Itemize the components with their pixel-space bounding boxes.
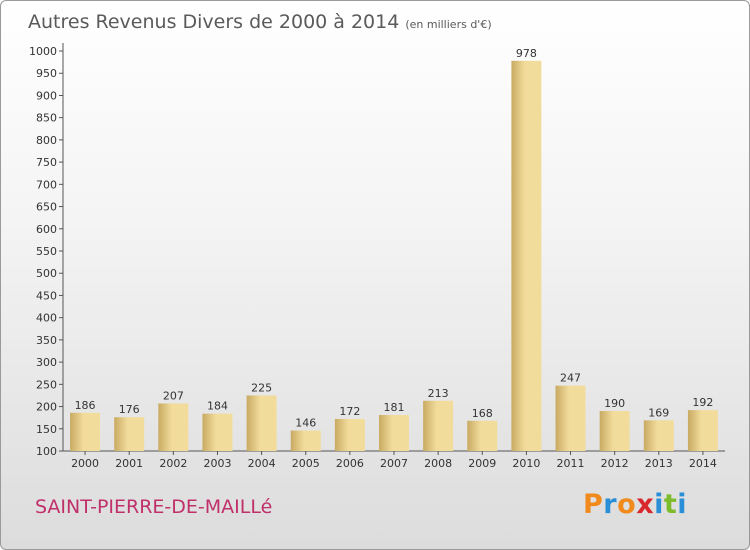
y-tick-label: 1000	[29, 45, 57, 58]
y-tick-label: 750	[36, 156, 57, 169]
x-tick-label: 2001	[115, 457, 143, 470]
y-tick-label: 550	[36, 245, 57, 258]
chart-title: Autres Revenus Divers de 2000 à 2014 (en …	[28, 11, 492, 33]
y-tick-label: 250	[36, 378, 57, 391]
bar-value-label: 207	[163, 389, 184, 402]
bar	[467, 420, 498, 451]
x-tick-label: 2012	[601, 457, 629, 470]
y-tick-label: 350	[36, 334, 57, 347]
bar	[70, 412, 101, 451]
logo-letter: i	[677, 489, 688, 520]
y-tick-label: 800	[36, 134, 57, 147]
x-tick-label: 2011	[557, 457, 585, 470]
bar	[643, 420, 674, 451]
logo-letter: r	[603, 489, 618, 520]
bar-value-label: 213	[428, 387, 449, 400]
bar-value-label: 190	[604, 397, 625, 410]
bar-chart: 100 150 200 250 300 350 400 450 500 550 600 650 700 7…	[29, 43, 725, 470]
bar-value-label: 176	[119, 403, 140, 416]
x-tick-label: 2002	[159, 457, 187, 470]
bar-value-label: 225	[251, 381, 272, 394]
logo-letter: i	[654, 489, 664, 520]
x-tick-label: 2005	[292, 457, 320, 470]
bar-value-label: 168	[472, 407, 493, 420]
x-tick-label: 2007	[380, 457, 408, 470]
bar-value-label: 169	[648, 406, 669, 419]
chart-bars: 186 176 207 184 225 146 172 181 213 168 978 247 190 1…	[70, 47, 718, 452]
x-tick-label: 2014	[689, 457, 717, 470]
bar	[334, 419, 365, 451]
bar	[158, 403, 189, 451]
bar-value-label: 181	[384, 401, 405, 414]
x-tick-label: 2013	[645, 457, 673, 470]
chart-unit: (en milliers d'€)	[405, 18, 492, 31]
bar	[202, 413, 233, 451]
bar-value-label: 146	[295, 417, 316, 430]
y-tick-label: 400	[36, 312, 57, 325]
logo-letter: t	[663, 489, 678, 520]
bar	[290, 430, 321, 451]
y-tick-label: 900	[36, 89, 57, 102]
y-tick-label: 200	[36, 401, 57, 414]
bar-value-label: 978	[516, 47, 537, 60]
bar	[246, 395, 277, 451]
y-tick-label: 100	[36, 445, 57, 458]
x-tick-label: 2004	[248, 457, 276, 470]
y-tick-label: 950	[36, 67, 57, 80]
proxiti-logo: Proxiti	[583, 489, 687, 520]
bar-value-label: 247	[560, 372, 581, 385]
bar-value-label: 186	[75, 399, 96, 412]
logo-letter: o	[617, 489, 637, 520]
bar	[511, 60, 542, 452]
logo-letter: P	[583, 489, 604, 520]
bar	[599, 411, 630, 451]
bar	[423, 400, 454, 451]
bar	[687, 410, 718, 451]
bar-value-label: 192	[692, 396, 713, 409]
x-tick-label: 2008	[424, 457, 452, 470]
y-tick-label: 650	[36, 201, 57, 214]
x-tick-label: 2010	[512, 457, 540, 470]
chart-title-text: Autres Revenus Divers de 2000 à 2014	[28, 11, 400, 33]
bar	[379, 415, 409, 451]
logo-letter: x	[636, 489, 655, 520]
y-tick-label: 500	[36, 267, 57, 280]
x-tick-label: 2006	[336, 457, 364, 470]
y-tick-label: 450	[36, 289, 57, 302]
x-tick-label: 2009	[468, 457, 496, 470]
bar	[555, 385, 586, 451]
commune-name: SAINT-PIERRE-DE-MAILLé	[35, 496, 273, 518]
bar-value-label: 172	[339, 405, 360, 418]
y-tick-label: 850	[36, 112, 57, 125]
x-tick-label: 2000	[71, 457, 99, 470]
y-tick-label: 300	[36, 356, 57, 369]
bar-value-label: 184	[207, 400, 228, 413]
y-tick-label: 700	[36, 178, 57, 191]
x-tick-label: 2003	[203, 457, 231, 470]
y-tick-label: 150	[36, 423, 57, 436]
bar	[114, 417, 145, 451]
y-tick-label: 600	[36, 223, 57, 236]
